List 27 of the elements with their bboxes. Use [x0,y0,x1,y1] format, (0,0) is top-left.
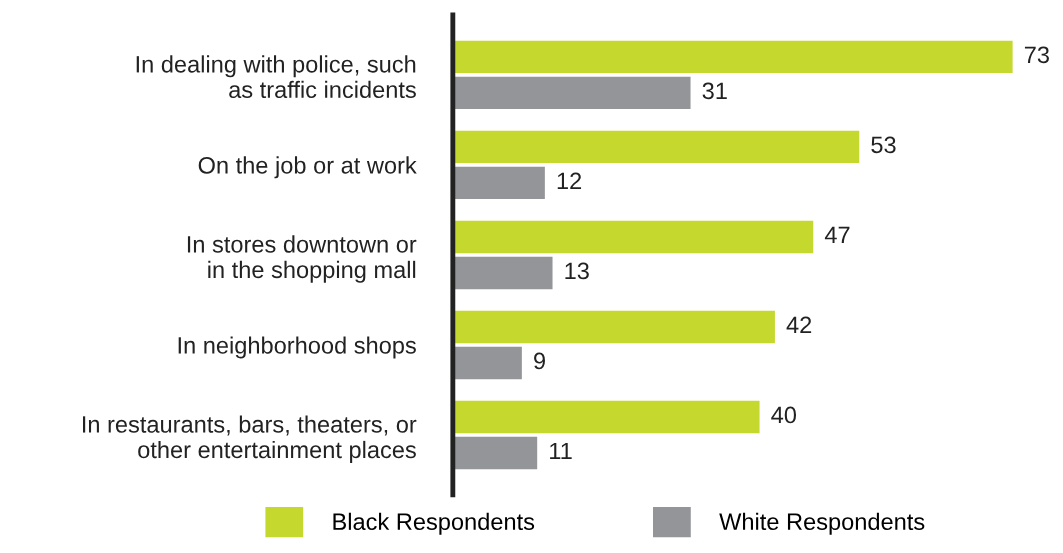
data-label: 31 [702,82,727,100]
data-label: 13 [565,262,589,280]
y-tick-label: In dealing with police, such as traffic incidents [136,55,416,99]
bar [452,76,691,110]
y-tick-label: In stores downtown or in the shopping mall [187,235,417,283]
bar [452,40,1013,74]
bar [452,166,545,200]
data-label: 53 [871,136,896,154]
y-tick-label: In neighborhood shops [178,336,416,359]
bar [452,436,538,470]
bar [452,346,522,380]
bar [452,256,553,290]
y-tick-label: On the job or at work [198,156,417,179]
bar [452,130,860,164]
bar [452,310,775,344]
data-label: 47 [824,226,850,244]
data-label: 9 [534,352,545,370]
legend-label: White Respondents [719,512,925,535]
bar [452,220,814,254]
data-label: 73 [1024,46,1049,64]
data-label: 42 [786,316,812,334]
y-tick-label: In restaurants, bars, theaters, or other entertainment places [82,415,417,463]
data-label: 12 [557,172,582,190]
legend-label: Black Respondents [333,512,535,535]
data-label: 11 [550,442,572,460]
data-label: 40 [771,406,797,424]
bar [452,400,760,434]
